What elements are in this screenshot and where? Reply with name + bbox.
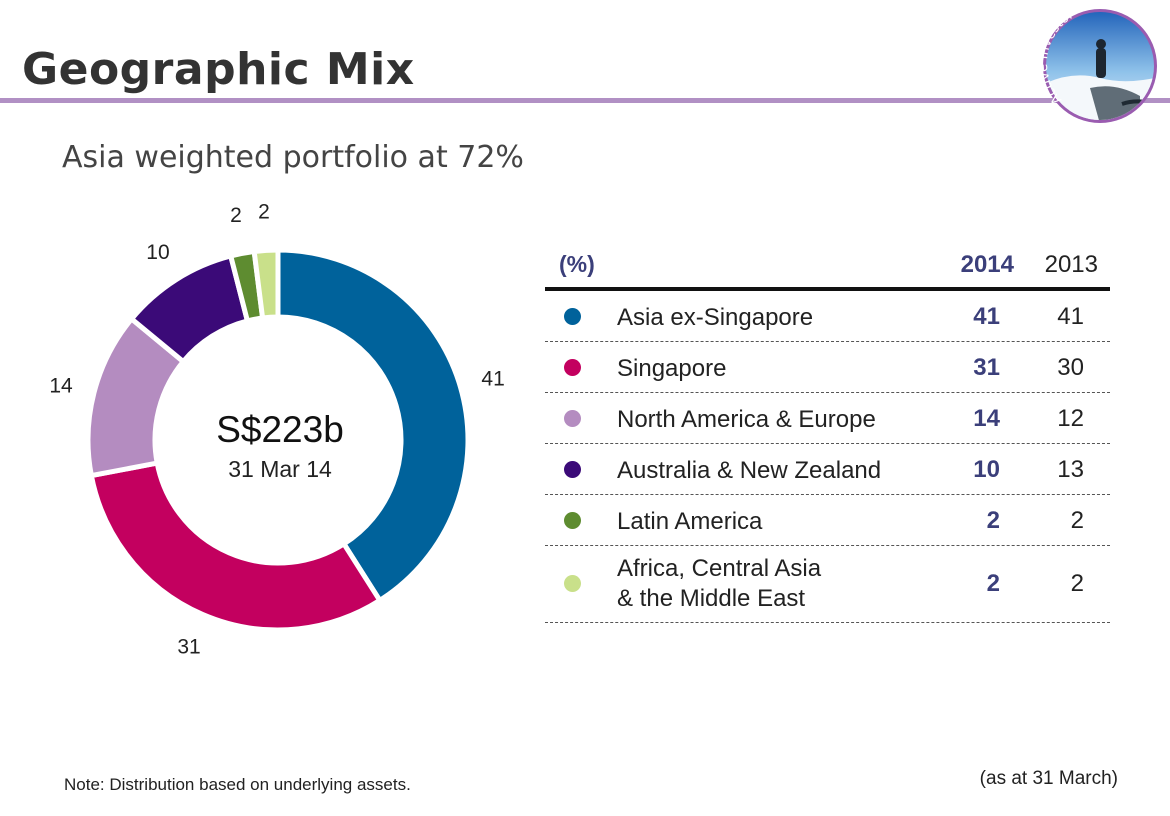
- row-label: Singapore: [617, 354, 726, 384]
- table-row: Singapore 31 30: [545, 342, 1110, 393]
- row-label: Africa, Central Asia & the Middle East: [617, 554, 821, 614]
- row-label: Australia & New Zealand: [617, 456, 881, 486]
- row-label-line1: Latin America: [617, 508, 763, 535]
- legend-dot: [564, 512, 581, 529]
- legend-dot: [564, 359, 581, 376]
- table-row: Latin America 2 2: [545, 495, 1110, 546]
- value-2014: 10: [973, 456, 1000, 483]
- legend-dot: [564, 461, 581, 478]
- geographic-donut-chart: 41 31 14 10 2 2 S$223b 31 Mar 14: [49, 200, 504, 659]
- value-2013: 41: [1057, 303, 1084, 330]
- donut-slice: [275, 247, 471, 604]
- value-2014: 41: [973, 303, 1000, 330]
- slice-label: 41: [481, 368, 504, 391]
- slice-label: 2: [230, 204, 242, 227]
- value-2014: 2: [986, 570, 1000, 597]
- table-header: (%) 2014 2013: [545, 245, 1110, 291]
- row-label-line1: Asia ex-Singapore: [617, 304, 814, 331]
- row-label: Asia ex-Singapore: [617, 303, 813, 333]
- donut-slice: [88, 460, 384, 633]
- table-row: Asia ex-Singapore 41 41: [545, 291, 1110, 342]
- active-investor-badge: Active Investor: [1036, 8, 1157, 123]
- as-at-date: (as at 31 March): [979, 768, 1118, 789]
- value-2014: 2: [986, 507, 1000, 534]
- slice-label: 2: [258, 200, 270, 223]
- legend-dot: [564, 308, 581, 325]
- value-2013: 2: [1070, 570, 1084, 597]
- value-2014: 14: [973, 405, 1000, 432]
- distribution-table: (%) 2014 2013 Asia ex-Singapore 41 41 Singa…: [545, 245, 1110, 623]
- header-2014: 2014: [960, 251, 1014, 278]
- title-underline: [0, 98, 1170, 103]
- row-label-line1: Africa, Central Asia: [617, 555, 822, 582]
- slice-label: 14: [49, 374, 73, 397]
- row-label-line2: & the Middle East: [617, 585, 806, 612]
- value-2013: 30: [1057, 354, 1084, 381]
- page-subtitle: Asia weighted portfolio at 72%: [62, 140, 524, 175]
- table-row: Africa, Central Asia & the Middle East 2 2: [545, 546, 1110, 623]
- legend-dot: [564, 410, 581, 427]
- header-unit: (%): [559, 251, 595, 277]
- donut-center-value: S$223b: [216, 409, 344, 450]
- footnote: Note: Distribution based on underlying a…: [64, 775, 411, 794]
- row-label-line1: North America & Europe: [617, 406, 876, 433]
- header-2013: 2013: [1044, 251, 1098, 278]
- page-title: Geographic Mix: [22, 44, 415, 95]
- donut-slice: [251, 247, 281, 321]
- slice-label: 31: [177, 636, 200, 659]
- legend-dot: [564, 575, 581, 592]
- value-2013: 13: [1057, 456, 1084, 483]
- value-2014: 31: [973, 354, 1000, 381]
- value-2013: 2: [1070, 507, 1084, 534]
- row-label-line1: Australia & New Zealand: [617, 457, 882, 484]
- row-label: North America & Europe: [617, 405, 876, 435]
- value-2013: 12: [1057, 405, 1084, 432]
- hiker-icon: [1096, 48, 1106, 78]
- table-row: North America & Europe 14 12: [545, 393, 1110, 444]
- row-label: Latin America: [617, 507, 762, 537]
- slice-label: 10: [146, 241, 169, 264]
- table-row: Australia & New Zealand 10 13: [545, 444, 1110, 495]
- row-label-line1: Singapore: [617, 355, 727, 382]
- donut-center-date: 31 Mar 14: [228, 456, 332, 482]
